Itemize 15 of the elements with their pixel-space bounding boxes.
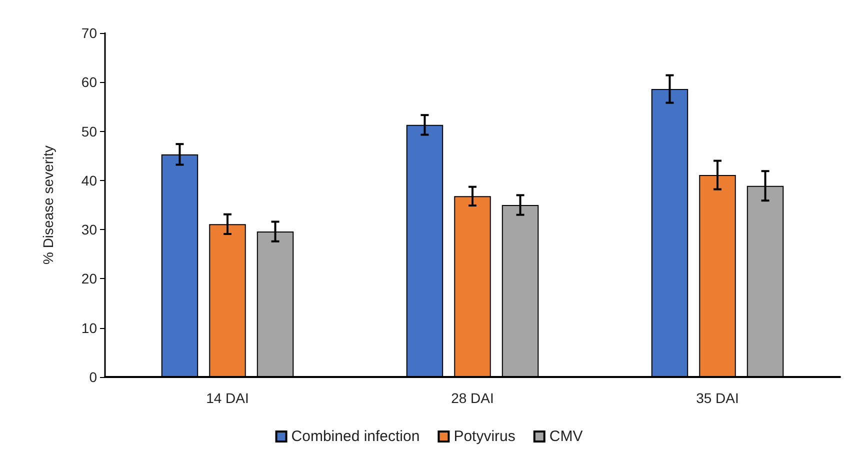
y-tick-label: 10 <box>81 320 98 336</box>
y-tick-label: 20 <box>81 270 98 287</box>
legend-label: Combined infection <box>291 428 420 445</box>
x-tick-label: 14 DAI <box>206 390 249 406</box>
y-axis-title: % Disease severity <box>40 145 56 265</box>
y-tick-label: 40 <box>81 172 98 188</box>
legend-label: Potyvirus <box>454 428 516 445</box>
legend-label: CMV <box>549 428 583 445</box>
y-tick-label: 0 <box>89 369 98 385</box>
y-tick-label: 50 <box>81 123 98 140</box>
y-tick-label: 70 <box>81 25 98 41</box>
y-tick-label: 60 <box>81 74 98 90</box>
y-tick-label: 30 <box>81 222 98 238</box>
x-tick-label: 28 DAI <box>451 390 494 406</box>
x-tick-label: 35 DAI <box>696 390 739 406</box>
